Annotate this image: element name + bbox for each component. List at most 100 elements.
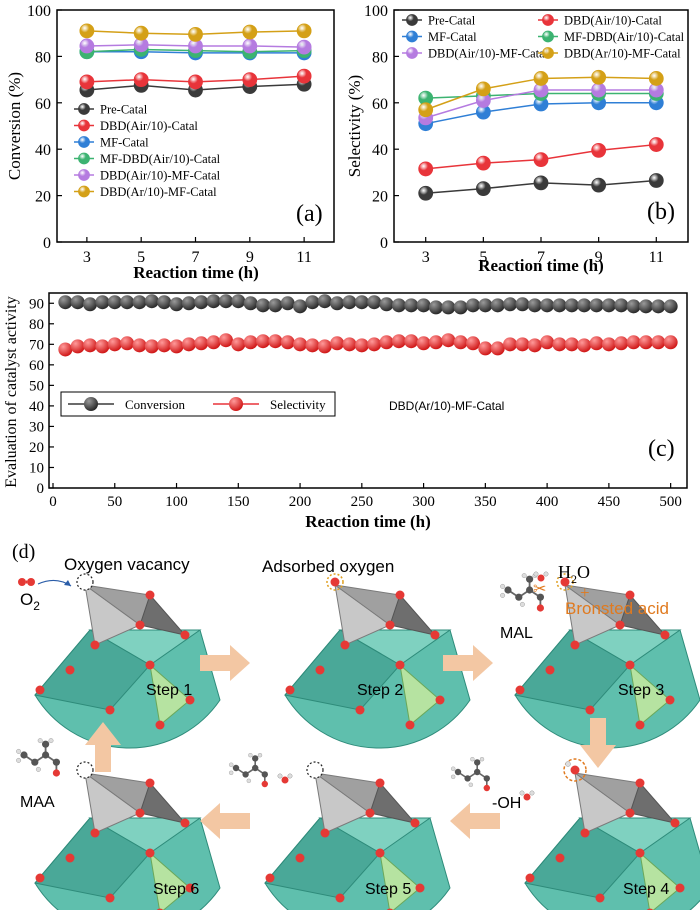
oxygen-atom [585,705,595,715]
data-point [648,137,664,152]
data-point [453,300,468,315]
data-point [83,338,98,353]
oxygen-atom [261,780,268,788]
oxygen-atom [395,590,405,600]
data-point [428,300,443,315]
data-point [577,338,592,353]
data-point [133,25,149,41]
chart-c-annotation: DBD(Ar/10)-MF-Catal [389,399,504,413]
data-point [552,337,567,352]
adsorbed-oxygen-atom [330,577,340,587]
ytick-label: 80 [35,49,51,66]
data-point [418,102,434,118]
data-point [354,295,369,310]
data-point [317,339,332,354]
hydrogen-atom [565,761,571,767]
hydrogen-atom [16,757,22,763]
data-point [475,155,491,171]
green-facet [149,663,191,726]
label-maa: MAA [20,794,55,811]
oxygen-atom [155,720,165,730]
hydrogen-atom [479,756,485,762]
data-point [416,336,431,351]
data-point [367,295,382,310]
label-h2o: H2O [558,562,590,586]
step-6-label: Step 6 [153,881,199,898]
chart-a-series [79,23,312,98]
data-point [466,336,480,351]
legend-marker [542,47,554,59]
carbon-atom [42,740,50,748]
oxygen-atom [660,630,670,640]
legend-marker [542,14,554,26]
oxygen-atom [635,778,645,788]
data-point [663,335,678,350]
hydrogen-atom [500,583,506,589]
data-point [305,338,320,353]
label-o2: O2 [20,590,40,613]
legend-label: Conversion [125,397,185,412]
legend-marker [406,47,418,59]
oxygen-atom [35,873,45,883]
data-point [242,38,258,54]
ytick-label: 20 [372,189,388,206]
xtick-label: 50 [107,494,122,510]
oxygen-atom [570,640,580,650]
oxygen-atom [405,720,415,730]
scissors-icon: ✂ [533,581,546,598]
carbon-atom [42,751,50,759]
hydroxyl-site [563,758,587,782]
data-point [564,298,579,313]
oxygen-atom [265,873,275,883]
legend-label: Pre-Catal [100,103,148,117]
data-point [533,175,549,191]
chart-c-legend: Conversion Selectivity [68,397,326,412]
data-point [206,335,221,350]
oxygen-atom [395,660,405,670]
ytick-label: 80 [372,49,388,66]
data-point [268,298,283,313]
water-molecule-step5 [277,773,293,784]
legend-label: MF-Catal [428,30,477,44]
hydrogen-atom [228,762,234,767]
data-point [231,337,246,352]
mal-molecule-step4 [450,756,490,792]
xtick-label: 100 [165,494,188,510]
ytick-label: 0 [380,235,388,252]
gray-polyhedron [139,782,187,824]
legend-marker [542,30,554,43]
series-Conversion [58,294,678,315]
arrow-step1-to-step2 [200,645,250,681]
oxygen-atom [536,604,544,612]
hydrogen-atom [246,778,252,784]
hydrogen-atom [450,774,456,780]
data-point [540,298,555,313]
oxygen-atom [483,784,490,792]
carbon-atom [52,758,60,766]
arrow-step4-to-step5 [450,803,500,839]
hydrogen-atom [37,738,43,744]
adsorbed-oxygen-atom [560,577,570,587]
carbon-atom [252,755,259,762]
adsorbed-oxygen-site [556,573,574,591]
mechanism-diagram: (d) Oxygen vacancy Adsorbed oxygen O2 ✂ … [0,536,700,915]
data-point [342,295,357,310]
legend-marker [78,152,90,165]
label-bronsted-acid: Bronsted acid [565,599,669,618]
product-molecule-step5 [228,752,268,788]
data-point [428,335,443,350]
ytick-label: 0 [43,235,51,252]
chart-b-ylabel: Selectivity (%) [345,75,364,177]
oxygen-atom [185,883,195,893]
data-point [648,173,664,188]
data-point [416,298,431,313]
arrow-step2-to-step3 [443,645,493,681]
xtick-label: 500 [659,494,682,510]
legend-label: DBD(Air/10)-Catal [100,119,198,133]
oxygen-atom [615,620,625,630]
data-point [404,298,419,313]
ytick-label: 40 [372,142,388,159]
chart-c-ticks: 0 10 20 30 40 50 60 70 80 90 0 50 100 150 200 250 300 350… [29,296,682,510]
data-point [231,294,246,309]
o2-molecule [18,578,72,587]
